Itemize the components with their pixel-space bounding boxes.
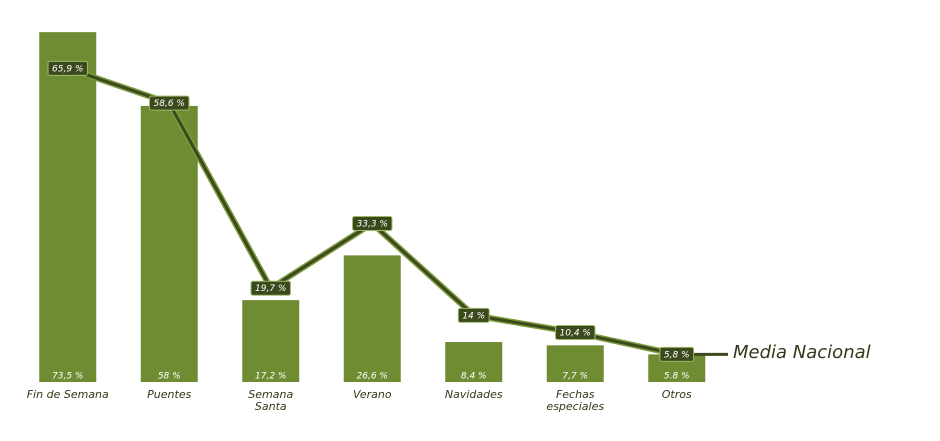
- line-value-label: 58,6 %: [154, 99, 185, 109]
- line-label-box: [555, 324, 596, 340]
- x-tick-label: Verano: [352, 388, 392, 401]
- x-tick-label: Semana Santa: [248, 388, 294, 413]
- legend-label: Media Nacional: [733, 342, 871, 363]
- bar-value-label: 26,6 %: [357, 372, 388, 382]
- x-tick-label: Puentes: [147, 388, 192, 401]
- x-tick-label: Fin de Semana: [26, 388, 109, 401]
- line-value-label: 14 %: [462, 311, 485, 321]
- line-label-box: [149, 95, 190, 111]
- line-value-label: 19,7 %: [255, 284, 286, 294]
- bar: [242, 300, 300, 382]
- x-tick-label: Navidades: [444, 388, 503, 401]
- bar: [445, 342, 503, 382]
- line-label-box: [659, 346, 695, 362]
- line-label-box: [352, 215, 393, 231]
- bar: [39, 32, 97, 382]
- bar-value-label: 73,5 %: [52, 372, 83, 382]
- line-label-box: [457, 307, 490, 323]
- x-tick-label: Fechas especiales: [546, 388, 605, 413]
- bar: [140, 105, 198, 383]
- line-label-box: [47, 60, 88, 76]
- line-value-label: 5,8 %: [664, 350, 690, 360]
- bar-value-label: 58 %: [158, 372, 181, 382]
- x-tick-label: Otros: [661, 388, 692, 401]
- bar-value-label: 8,4 %: [461, 372, 487, 382]
- bar: [546, 345, 604, 382]
- bar-value-label: 7,7 %: [562, 372, 588, 382]
- bar-value-label: 5.8 %: [664, 372, 690, 382]
- line-value-label: 10,4 %: [560, 328, 591, 338]
- line-value-label: 65,9 %: [52, 64, 83, 74]
- bar: [343, 255, 401, 382]
- bar-value-label: 17,2 %: [255, 372, 286, 382]
- line-label-box: [250, 280, 291, 296]
- line-value-label: 33,3 %: [357, 219, 388, 229]
